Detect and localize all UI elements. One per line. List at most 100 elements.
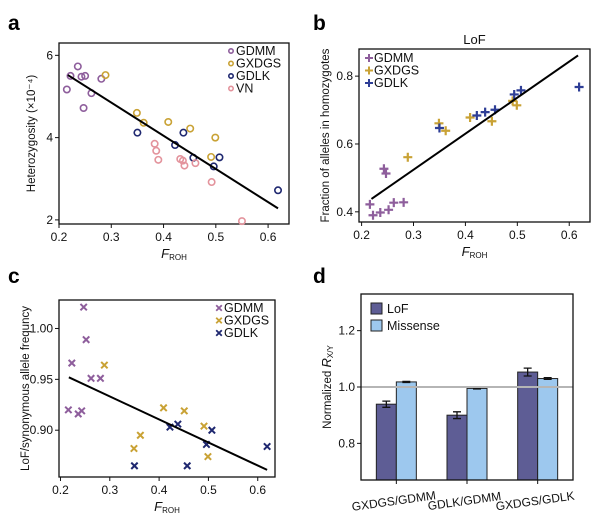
data-point-gxdgs [132, 108, 141, 117]
error-bar-missense [543, 377, 552, 381]
y-tick-label: 6 [46, 48, 53, 62]
data-point-gxdgs [164, 117, 173, 126]
legend-label-gxdgs: GXDGS [374, 64, 419, 78]
y-tick-label: 1.2 [338, 324, 355, 338]
legend-marker-gdmm [215, 304, 223, 312]
bar-missense [537, 378, 559, 481]
legend-label-gdmm: GDMM [236, 44, 276, 58]
x-tick-label: 0.3 [103, 230, 120, 244]
data-point-gdmm [66, 71, 75, 80]
legend-marker-gdmm [365, 54, 373, 62]
y-axis-label: Normalized RX/Y [319, 345, 335, 429]
y-axis-label: LoF/synonymous allele frequncy [20, 306, 32, 471]
error-bar-missense [473, 387, 481, 390]
data-point-gdmm [368, 210, 378, 220]
y-tick-label: 0.8 [338, 436, 355, 450]
chart-title: LoF [463, 32, 485, 47]
legend-marker-gdmm [228, 47, 235, 54]
data-point-gxdgs [180, 406, 189, 415]
error-bar-lof [523, 367, 532, 377]
data-point-gdmm [64, 405, 73, 414]
legend-marker-gxdgs [228, 60, 235, 67]
data-point-gxdgs [139, 118, 148, 127]
legend-label-gdmm: GDMM [224, 301, 264, 315]
data-point-gxdgs [100, 361, 109, 370]
legend-marker-gdlk [365, 79, 373, 87]
panel-letter-a: a [8, 12, 20, 35]
x-tick-label: 0.3 [405, 228, 422, 242]
y-axis-label: Fraction of alleles in homozygotes [320, 48, 332, 222]
plot-frame [360, 293, 574, 481]
legend: LoF Missense [370, 302, 440, 333]
data-point-gdmm [384, 205, 394, 215]
data-point-gxdgs [200, 422, 208, 431]
bar-lof [375, 403, 397, 481]
regression-line [370, 54, 579, 200]
legend-label-lof: LoF [387, 302, 409, 316]
legend-swatch-missense [370, 319, 383, 332]
regression-line [68, 376, 268, 471]
data-point-gxdgs [207, 152, 216, 161]
legend-label-gdlk: GDLK [224, 326, 259, 340]
x-tick-label: 0.5 [207, 230, 224, 244]
data-point-gdlk [516, 85, 526, 95]
data-point-gdmm [399, 197, 409, 207]
data-point-gdlk [509, 89, 519, 99]
data-point-gdmm [82, 335, 91, 344]
data-point-gdlk [480, 107, 490, 117]
data-point-gdmm [62, 85, 71, 94]
x-tick-label: 0.6 [260, 230, 277, 244]
y-tick-label: 1.0 [338, 380, 355, 394]
data-point-gdmm [389, 198, 399, 208]
data-point-gdlk [263, 442, 272, 451]
data-point-gdmm [81, 71, 90, 80]
y-axis-label: Heterozygosity (×10⁻⁴) [26, 75, 38, 193]
x-axis-label: FROH [462, 244, 488, 260]
x-tick-label: 0.3 [101, 483, 118, 497]
legend-label-gxdgs: GXDGS [224, 314, 269, 328]
y-tick-label: 0.6 [336, 137, 353, 151]
x-axis-label: FROH [154, 499, 180, 515]
x-tick-label: 0.5 [200, 483, 217, 497]
panel-letter-c: c [8, 265, 20, 288]
y-tick-label: 4 [46, 131, 53, 145]
data-point-vn [191, 159, 200, 168]
data-point-gxdgs [403, 152, 413, 162]
y-tick-label: 2 [46, 213, 53, 227]
data-point-gxdgs [130, 444, 138, 453]
data-point-gdlk [434, 123, 444, 133]
x-tick-label: 0.2 [52, 483, 69, 497]
plot-frame [58, 299, 276, 478]
data-point-gdmm [77, 406, 86, 415]
legend-label-gxdgs: GXDGS [236, 57, 281, 71]
data-point-gdlk [207, 426, 216, 435]
y-tick-label: 0.8 [336, 69, 353, 83]
regression-line [67, 74, 279, 210]
data-point-gxdgs [441, 126, 451, 136]
data-point-gdmm [365, 199, 375, 209]
data-point-gdlk [133, 128, 142, 137]
data-point-vn [152, 146, 161, 155]
x-tick-label: 0.5 [509, 228, 526, 242]
data-point-gdmm [379, 164, 389, 174]
x-tick-label: GXDGS/GDMM [351, 488, 437, 514]
data-point-gdlk [274, 186, 283, 195]
y-tick-label: 0.95 [30, 372, 54, 386]
data-point-vn [178, 156, 187, 165]
data-point-gdmm [79, 103, 88, 112]
x-tick-label: 0.6 [249, 483, 266, 497]
data-point-vn [180, 161, 189, 170]
error-bar-lof [382, 400, 391, 408]
plot-frame [58, 42, 290, 225]
legend-marker-vn [228, 85, 235, 92]
x-tick-label: 0.4 [151, 483, 168, 497]
panel-b: b 0.2 0.3 0.4 0.5 0.6 0.4 0.6 0.8 FROH Fraction o… [313, 12, 591, 260]
data-point-gdmm [73, 62, 82, 71]
panel-c: c 0.2 0.3 0.4 0.5 0.6 0.90 0.95 1.00 FROH LoF/syn… [8, 265, 276, 515]
data-point-vn [150, 139, 159, 148]
legend-marker-gdlk [215, 329, 223, 337]
